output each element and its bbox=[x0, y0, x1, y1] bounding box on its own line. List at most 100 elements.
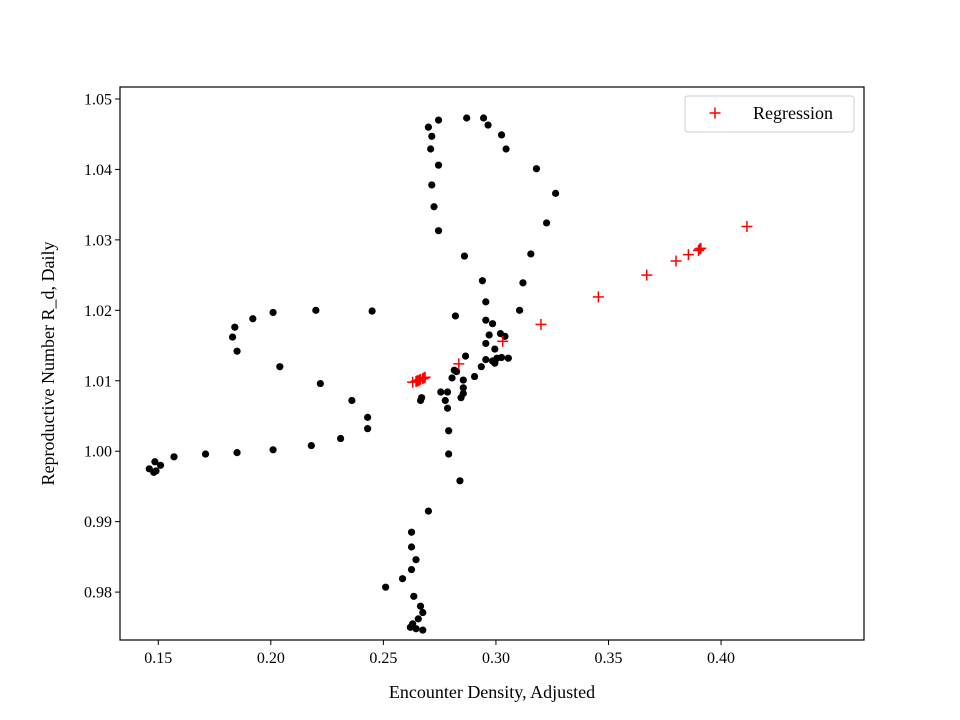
observed-point bbox=[484, 121, 492, 129]
observed-point bbox=[482, 356, 490, 364]
observed-point bbox=[482, 316, 490, 324]
observed-point bbox=[312, 306, 320, 314]
observed-point bbox=[364, 425, 372, 433]
observed-point bbox=[448, 374, 456, 382]
y-tick-label: 1.01 bbox=[84, 373, 112, 390]
y-tick-label: 0.99 bbox=[84, 514, 112, 531]
observed-point bbox=[407, 565, 416, 574]
observed-point bbox=[364, 413, 372, 421]
observed-point bbox=[269, 308, 277, 317]
observed-point bbox=[445, 427, 453, 435]
regression-point bbox=[670, 255, 682, 267]
observed-point bbox=[427, 145, 435, 153]
regression-point bbox=[419, 371, 431, 383]
observed-point bbox=[502, 145, 510, 153]
observed-point bbox=[460, 252, 469, 260]
observed-point bbox=[515, 306, 524, 314]
observed-point bbox=[249, 315, 257, 323]
regression-point bbox=[695, 242, 707, 254]
y-tick-label: 0.98 bbox=[84, 585, 112, 602]
y-tick-label: 1.02 bbox=[84, 303, 112, 320]
observed-point bbox=[434, 116, 443, 124]
observed-point bbox=[233, 347, 241, 355]
regression-point bbox=[453, 358, 465, 370]
x-tick-label: 0.20 bbox=[257, 650, 285, 667]
regression-point bbox=[497, 335, 509, 347]
observed-point bbox=[532, 165, 541, 173]
observed-point bbox=[416, 602, 425, 610]
observed-point bbox=[269, 446, 277, 454]
observed-point bbox=[457, 394, 465, 402]
observed-point bbox=[382, 583, 390, 591]
observed-point bbox=[445, 450, 453, 458]
observed-point bbox=[228, 333, 237, 341]
regression-point bbox=[592, 291, 604, 303]
observed-point bbox=[407, 528, 416, 536]
x-tick-label: 0.40 bbox=[707, 650, 735, 667]
observed-point bbox=[434, 227, 443, 235]
observed-point bbox=[424, 507, 433, 515]
y-tick-label: 1.04 bbox=[84, 162, 112, 179]
plot-frame bbox=[119, 86, 865, 641]
legend: Regression bbox=[684, 95, 855, 133]
observed-point bbox=[276, 363, 284, 371]
y-axis-ticks: 0.98 0.99 1.00 1.01 1.02 1.03 1.04 1.05 bbox=[84, 91, 120, 602]
y-tick-label: 1.03 bbox=[84, 232, 112, 249]
observed-point bbox=[412, 556, 420, 564]
observed-point bbox=[233, 449, 241, 457]
observed-point bbox=[156, 461, 165, 469]
observed-point bbox=[441, 396, 449, 405]
observed-point bbox=[151, 458, 159, 466]
observed-point bbox=[488, 320, 497, 328]
observed-point bbox=[406, 623, 414, 631]
observed-point bbox=[412, 625, 420, 633]
observed-point bbox=[316, 379, 324, 388]
regression-point bbox=[535, 318, 547, 330]
x-axis-ticks: 0.15 0.20 0.25 0.30 0.35 0.40 bbox=[144, 640, 735, 667]
y-tick-label: 1.05 bbox=[84, 91, 112, 108]
regression-point bbox=[693, 244, 705, 256]
observed-point bbox=[485, 331, 493, 339]
observed-point bbox=[542, 219, 551, 227]
y-axis-label: Reproductive Number R_d, Daily bbox=[38, 242, 58, 486]
observed-point bbox=[430, 203, 438, 211]
observed-point bbox=[424, 123, 433, 131]
observed-point bbox=[419, 626, 427, 634]
regression-point bbox=[741, 220, 753, 232]
observed-point bbox=[461, 352, 470, 360]
x-axis-label: Encounter Density, Adjusted bbox=[389, 682, 595, 702]
observed-point bbox=[307, 441, 315, 450]
regression-point bbox=[641, 269, 653, 281]
observed-point bbox=[504, 354, 512, 362]
observed-point bbox=[477, 363, 485, 371]
x-tick-label: 0.30 bbox=[482, 650, 510, 667]
observed-point bbox=[463, 114, 471, 122]
legend-plus-icon bbox=[709, 107, 721, 119]
observed-point bbox=[479, 114, 488, 122]
observed-point bbox=[428, 132, 436, 140]
plot-area: 0.15 0.20 0.25 0.30 0.35 0.40 0.98 0.99 1.00 1.0… bbox=[84, 86, 865, 667]
observed-point bbox=[478, 277, 487, 285]
observed-point bbox=[497, 131, 506, 139]
observed-point bbox=[470, 372, 479, 381]
observed-point bbox=[231, 323, 239, 331]
data-marks bbox=[145, 114, 753, 634]
regression-point bbox=[682, 249, 694, 261]
observed-point bbox=[482, 339, 490, 348]
observed-point bbox=[434, 161, 443, 169]
observed-point bbox=[459, 384, 467, 392]
y-tick-label: 1.00 bbox=[84, 444, 112, 461]
observed-point bbox=[416, 396, 425, 405]
observed-point bbox=[491, 359, 499, 367]
x-tick-label: 0.25 bbox=[369, 650, 397, 667]
observed-point bbox=[452, 368, 461, 376]
legend-regression-label: Regression bbox=[753, 103, 833, 123]
x-tick-label: 0.15 bbox=[144, 650, 172, 667]
observed-point bbox=[410, 592, 418, 600]
observed-point bbox=[152, 467, 160, 475]
observed-point bbox=[398, 575, 407, 583]
observed-point bbox=[551, 189, 560, 197]
legend-box bbox=[684, 95, 855, 133]
observed-point bbox=[414, 615, 422, 623]
